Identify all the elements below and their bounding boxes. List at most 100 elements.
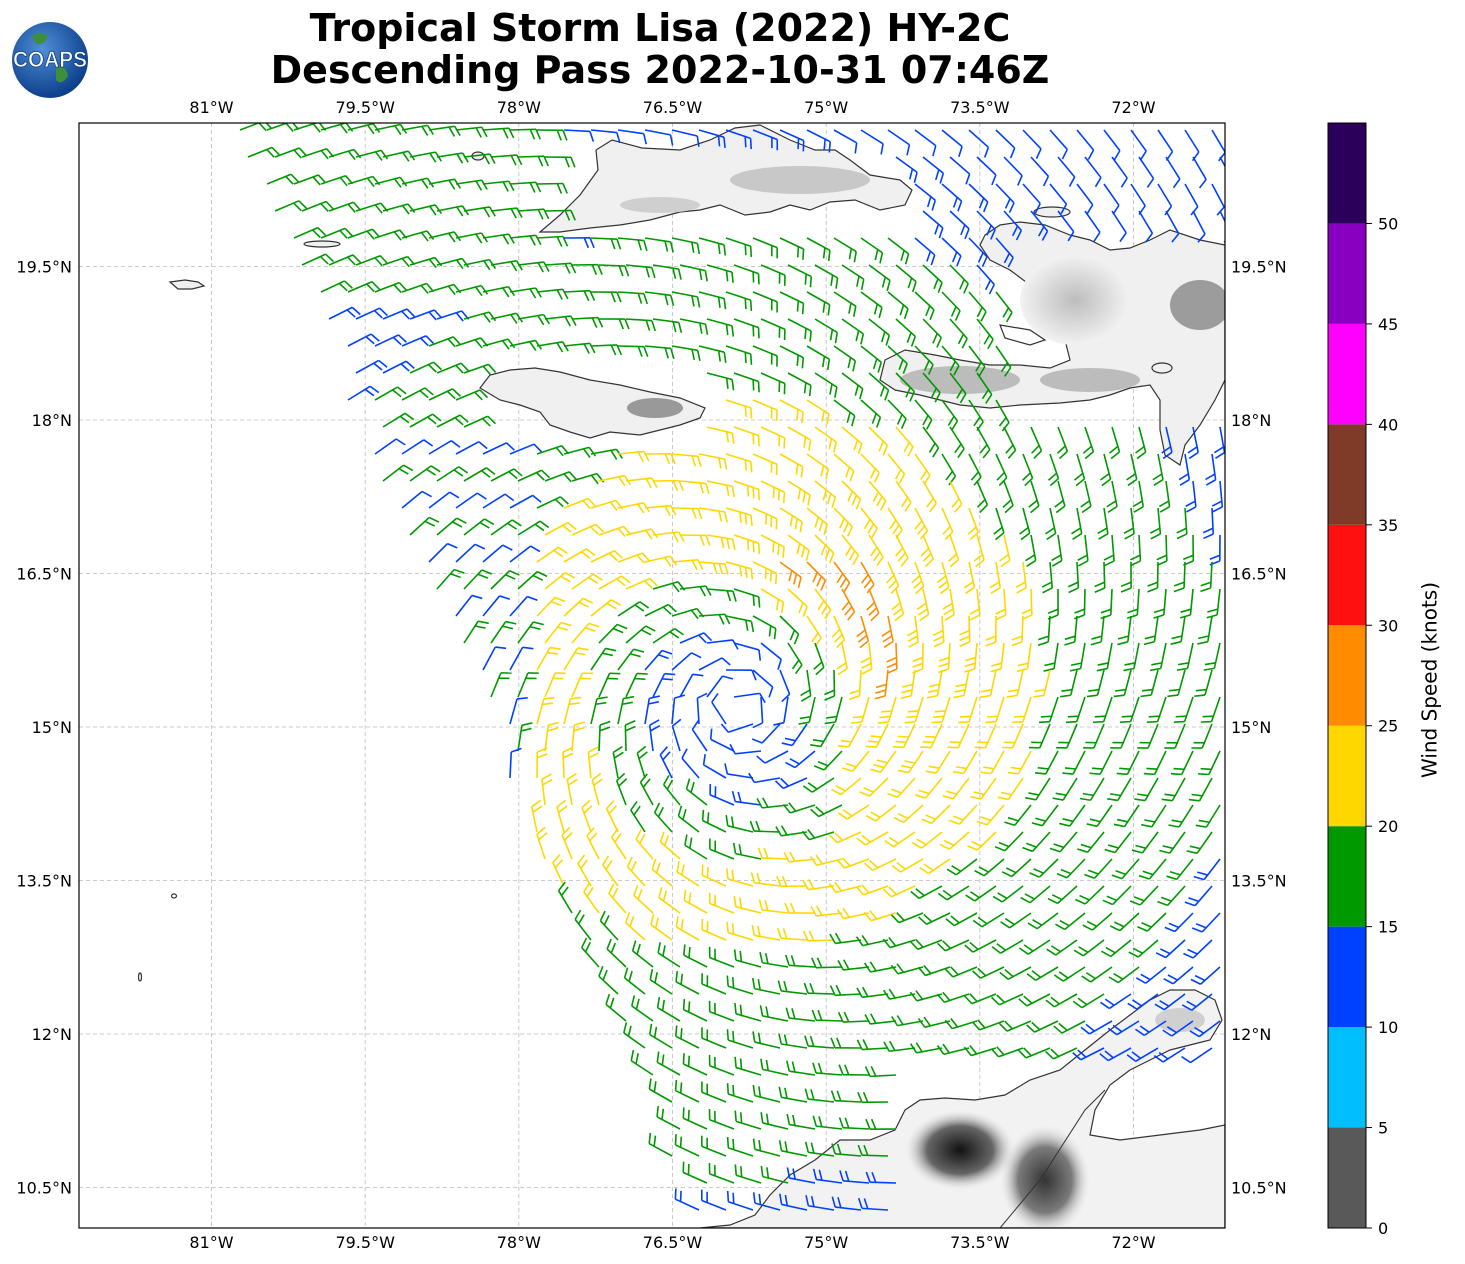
wind-barb [824, 696, 843, 725]
wind-barb [598, 474, 632, 487]
wind-barb [374, 334, 407, 347]
wind-barb [1084, 156, 1102, 188]
wind-barb [1077, 831, 1105, 853]
wind-barb [726, 1190, 754, 1211]
wind-barb [779, 615, 800, 645]
wind-barb [752, 1192, 781, 1211]
wind-barb [773, 696, 789, 726]
wind-barb [860, 345, 883, 373]
wind-barb [936, 561, 950, 595]
wind-barb [1076, 129, 1095, 160]
wind-barb [623, 1022, 646, 1049]
wind-barb [644, 345, 675, 360]
wind-barb [887, 777, 916, 799]
wind-barb [1018, 939, 1051, 955]
wind-barb [1065, 696, 1086, 724]
wind-barb [968, 291, 987, 322]
wind-barb [490, 620, 517, 644]
wind-barb [810, 905, 843, 917]
wind-barb [976, 372, 993, 404]
wind-barb [581, 799, 593, 833]
wind-barb [798, 696, 816, 725]
wind-barb [941, 453, 957, 486]
wind-barb [999, 534, 1011, 568]
wind-barb [1057, 156, 1076, 187]
wind-barb [895, 426, 914, 457]
wind-barb [904, 696, 924, 724]
wind-barb [1120, 561, 1132, 593]
wind-barb [833, 291, 857, 317]
wind-barb [382, 412, 415, 428]
wind-barb [625, 577, 659, 590]
wind-barb [544, 209, 576, 221]
wind-barb [701, 1027, 727, 1049]
wind-barb [949, 318, 968, 349]
wind-barb [995, 453, 1008, 487]
wind-barb [1056, 426, 1069, 460]
wind-barb [1073, 453, 1086, 487]
wind-barb [837, 723, 862, 748]
wind-barb [1096, 642, 1113, 672]
wind-barb [726, 975, 754, 995]
wind-barb [701, 918, 727, 941]
wind-barb [509, 234, 542, 246]
wind-barb [833, 453, 855, 482]
wind-barb [1198, 750, 1221, 776]
wind-barb [949, 804, 978, 825]
wind-barb [864, 1065, 897, 1078]
wind-barb [725, 129, 752, 150]
wind-barb [1153, 1047, 1186, 1063]
wind-barb [598, 525, 632, 537]
wind-barb [683, 944, 708, 968]
wind-barb [774, 777, 808, 790]
wind-barb [328, 254, 362, 266]
wind-barb [1072, 1047, 1105, 1061]
wind-barb [857, 1144, 889, 1157]
wind-barb [1012, 696, 1032, 724]
wind-barb [1161, 777, 1186, 802]
wind-barb [463, 206, 496, 218]
wind-barb [1137, 912, 1167, 932]
wind-barb [598, 720, 611, 752]
wind-barb [1162, 1020, 1194, 1037]
land-cayman-brac [168, 279, 206, 290]
wind-barb [455, 284, 489, 297]
wind-barb [752, 696, 764, 729]
lon-tick-label: 75°W [804, 98, 848, 117]
lon-tick-label: 79.5°W [335, 1233, 395, 1252]
wind-barb [803, 982, 835, 995]
wind-barb [1179, 588, 1194, 619]
wind-barb [1132, 480, 1145, 513]
wind-barb [691, 720, 708, 752]
wind-barb [944, 966, 978, 978]
wind-barb [1043, 642, 1059, 672]
wind-barb [644, 603, 677, 617]
wind-barb [563, 548, 596, 563]
wind-barb [887, 399, 907, 429]
wind-barb [748, 772, 781, 784]
wind-barb [1017, 1047, 1051, 1059]
wind-barb [1004, 804, 1032, 827]
wind-barb [328, 201, 362, 213]
wind-barb [1045, 507, 1057, 541]
wind-barb [1039, 696, 1059, 724]
wind-barb [781, 723, 808, 747]
colorbar-segment [1328, 625, 1366, 726]
wind-barb [944, 1018, 978, 1030]
wind-barb [374, 438, 406, 455]
lon-tick-label: 76.5°W [643, 1233, 703, 1252]
wind-barb [617, 552, 651, 564]
wind-barb [779, 1193, 808, 1211]
wind-barb [652, 264, 682, 280]
wind-barb [671, 237, 701, 255]
wind-barb [895, 318, 917, 347]
wind-barb [914, 183, 937, 211]
wind-barb [726, 868, 754, 887]
wind-barb [571, 721, 585, 752]
wind-barb [1084, 210, 1101, 242]
wind-barb [787, 318, 812, 342]
wind-barb [463, 363, 497, 375]
wind-barb [698, 453, 728, 470]
wind-barb [725, 561, 754, 580]
wind-barb [374, 123, 408, 136]
